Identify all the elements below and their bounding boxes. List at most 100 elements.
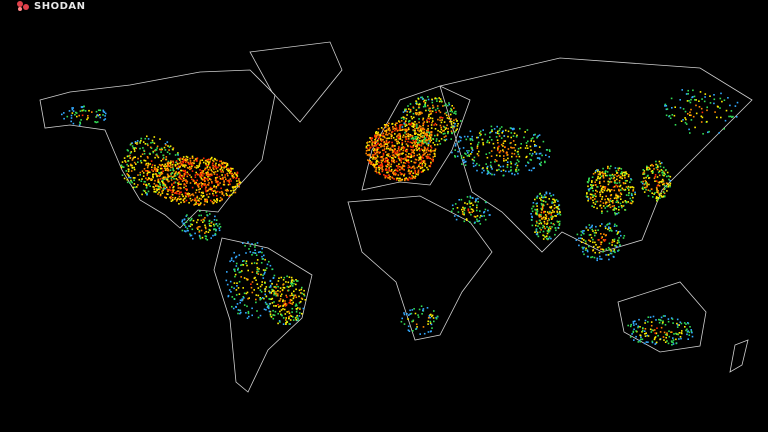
density-dot <box>474 164 477 167</box>
density-dot <box>512 127 515 130</box>
density-dot <box>233 298 236 300</box>
density-dot <box>537 225 539 227</box>
density-dot <box>428 140 430 142</box>
density-dot <box>443 129 445 132</box>
density-dot <box>422 132 425 135</box>
density-dot <box>189 157 191 160</box>
density-dot <box>427 156 430 158</box>
density-dot <box>448 102 450 104</box>
density-dot <box>125 170 128 172</box>
density-dot <box>388 153 390 155</box>
density-dot <box>536 195 539 197</box>
density-dot <box>268 298 270 300</box>
density-dot <box>158 191 160 194</box>
density-dot <box>81 109 84 112</box>
density-dot <box>177 187 180 189</box>
density-dot <box>292 319 295 321</box>
density-dot <box>480 214 482 217</box>
density-dot <box>182 164 185 166</box>
density-dot <box>203 203 206 206</box>
density-dot <box>294 317 297 319</box>
density-dot <box>555 229 557 232</box>
density-dot <box>271 288 273 291</box>
density-dot <box>165 168 167 171</box>
density-dot <box>374 152 377 155</box>
density-dot <box>279 305 282 307</box>
density-dot <box>202 175 204 177</box>
density-dot <box>79 122 82 125</box>
density-dot <box>167 190 169 192</box>
density-dot <box>190 223 192 225</box>
density-dot <box>392 159 395 162</box>
density-dot <box>396 150 399 152</box>
density-dot <box>235 305 237 308</box>
density-dot <box>185 195 187 198</box>
density-dot <box>170 177 173 179</box>
density-dot <box>165 156 168 158</box>
density-dot <box>399 152 401 155</box>
density-dot <box>145 192 148 194</box>
density-dot <box>599 191 601 194</box>
density-dot <box>208 193 211 195</box>
density-dot <box>545 237 548 240</box>
density-dot <box>384 169 387 171</box>
density-dot <box>394 174 397 176</box>
density-dot <box>544 218 546 221</box>
density-dot <box>386 147 388 150</box>
density-dot <box>404 179 406 182</box>
greenland-outline <box>249 41 343 123</box>
density-dot <box>396 140 399 143</box>
density-dot <box>234 273 237 276</box>
density-dot <box>687 338 689 340</box>
density-dot <box>503 158 505 160</box>
density-dot <box>531 207 533 210</box>
density-dot <box>520 143 522 145</box>
density-dot <box>418 113 420 116</box>
density-dot <box>378 161 380 164</box>
density-dot <box>591 187 594 190</box>
density-dot <box>615 208 618 210</box>
density-dot <box>424 137 426 139</box>
density-dot <box>156 153 158 156</box>
density-dot <box>187 192 189 194</box>
density-dot <box>210 169 213 171</box>
density-dot <box>587 185 589 188</box>
density-dot <box>544 227 546 230</box>
density-dot <box>242 264 245 266</box>
density-dot <box>489 136 491 138</box>
density-dot <box>476 169 478 172</box>
density-dot <box>498 135 501 137</box>
density-dot <box>391 159 393 161</box>
density-dot <box>589 234 592 236</box>
density-dot <box>238 180 240 182</box>
density-dot <box>404 135 407 138</box>
density-dot <box>405 153 407 156</box>
density-dot <box>395 122 397 125</box>
density-dot <box>404 108 406 111</box>
density-dot <box>523 136 525 139</box>
density-dot <box>597 170 599 173</box>
density-dot <box>490 161 492 164</box>
density-dot <box>487 209 489 212</box>
density-dot <box>217 180 219 183</box>
density-dot <box>183 177 185 180</box>
density-dot <box>416 103 418 105</box>
density-dot <box>512 128 514 131</box>
density-dot <box>157 178 159 181</box>
density-dot <box>602 188 604 191</box>
density-dot <box>453 112 455 114</box>
density-dot <box>607 188 609 190</box>
density-dot <box>224 189 227 192</box>
density-dot <box>185 215 188 217</box>
density-dot <box>398 136 400 138</box>
density-dot <box>612 175 615 177</box>
density-dot <box>591 228 593 231</box>
density-dot <box>459 135 461 138</box>
density-dot <box>400 179 402 181</box>
density-dot <box>245 260 248 262</box>
density-dot <box>436 105 439 107</box>
density-dot <box>420 125 422 128</box>
density-dot <box>199 159 202 162</box>
density-dot <box>507 148 510 150</box>
density-dot <box>162 188 165 190</box>
